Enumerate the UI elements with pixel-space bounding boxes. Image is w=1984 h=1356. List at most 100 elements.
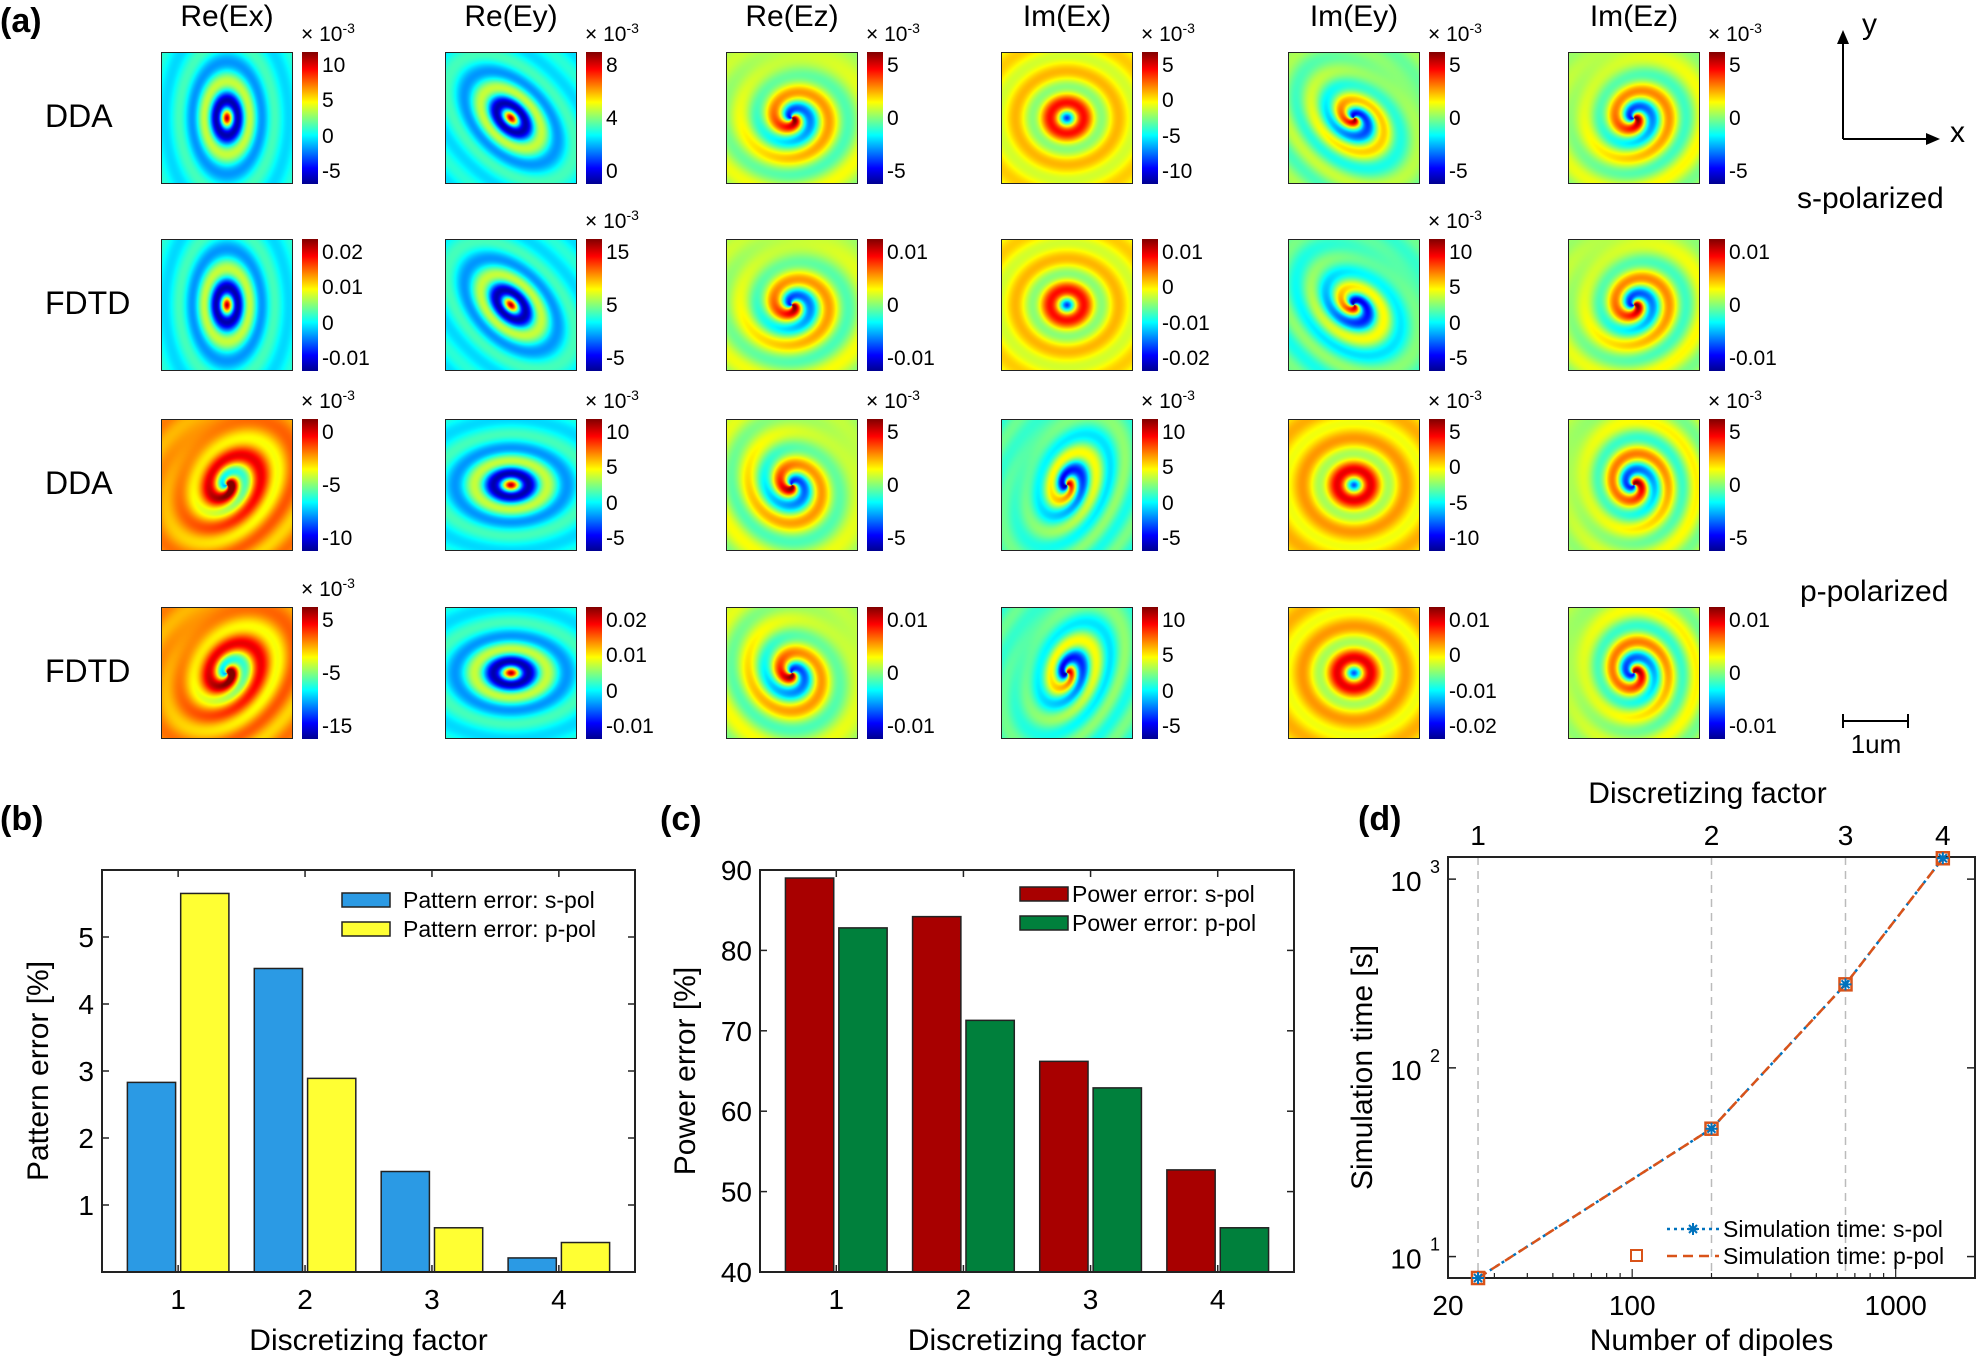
colorbar-tick-label: 5 (1729, 54, 1741, 78)
colorbar-multiplier: × 10-3 (866, 387, 920, 414)
colorbar-tick-label: 0.01 (1449, 609, 1490, 633)
y-tick-label: 4 (78, 989, 94, 1020)
heatmap-panel (1568, 419, 1700, 551)
colorbar-tick-label: 0.02 (606, 609, 647, 633)
colorbar-tick-label: 5 (1162, 456, 1174, 480)
heatmap-panel (161, 419, 293, 551)
y-tick-label: 3 (78, 1056, 94, 1087)
colorbar-tick-label: -5 (1729, 159, 1748, 183)
colorbar-tick-label: 0 (606, 679, 618, 703)
colorbar-tick-label: -10 (322, 526, 353, 550)
colorbar-tick-label: 0 (887, 294, 899, 317)
multiplier-base: × 10 (1428, 390, 1470, 413)
x-axis-label: Discretizing factor (908, 1324, 1146, 1356)
x-axis-label: Discretizing factor (249, 1324, 487, 1356)
colorbar-tick-label: 10 (1449, 241, 1473, 265)
x-tick-label: 2 (956, 1284, 972, 1315)
colorbar-multiplier: × 10-3 (301, 387, 355, 414)
heatmap-panel (1001, 52, 1133, 184)
colorbar-tick-label: 0 (1729, 662, 1741, 685)
colorbar-tick-label: -0.01 (887, 714, 935, 738)
x2-tick-label: 3 (1838, 820, 1854, 851)
y-tick-label: 90 (721, 855, 752, 886)
legend-label: Simulation time: p-pol (1723, 1243, 1944, 1269)
colorbar-tick-label: -0.01 (322, 346, 370, 370)
heatmap-panel (161, 607, 293, 739)
p-polarized-label: p-polarized (1800, 575, 1949, 608)
legend-swatch (1019, 915, 1069, 931)
bar-p-pol (838, 927, 888, 1273)
legend-label: Power error: s-pol (1072, 881, 1255, 907)
field-map (1569, 240, 1699, 370)
x-axis-letter: x (1950, 116, 1965, 149)
colorbar-tick-label: -5 (1162, 526, 1181, 550)
heatmap-panel (445, 239, 577, 371)
colorbar-tick-label: -0.02 (1449, 714, 1497, 738)
colorbar-tick-label: -5 (322, 474, 341, 497)
colorbar-tick-label: 0.01 (322, 276, 363, 300)
x2-tick-label: 4 (1935, 820, 1951, 851)
colorbar-tick-label: 10 (1162, 421, 1186, 445)
colorbar (1429, 607, 1445, 739)
y-tick-label-base: 10 (1390, 1055, 1421, 1086)
field-map (446, 53, 576, 183)
colorbar-tick-label: 0 (606, 159, 618, 183)
field-map (1289, 240, 1419, 370)
heatmap-panel (1001, 239, 1133, 371)
field-map (1289, 420, 1419, 550)
y-axis-letter: y (1862, 8, 1877, 41)
y-tick-label: 40 (721, 1257, 752, 1288)
colorbar-multiplier: × 10-3 (585, 20, 639, 47)
asterisk-marker-icon (1936, 852, 1949, 865)
x-tick-label: 1 (170, 1284, 186, 1315)
colorbar-tick-label: 0 (1162, 491, 1174, 515)
y-tick-label: 60 (721, 1096, 752, 1127)
row-label: FDTD (45, 285, 131, 321)
colorbar-tick-label: -0.01 (1729, 714, 1777, 738)
y-tick-label-exponent: 1 (1430, 1235, 1440, 1255)
heatmap-panel (726, 52, 858, 184)
multiplier-base: × 10 (301, 23, 343, 46)
field-map (1002, 608, 1132, 738)
colorbar-tick-label: 5 (1449, 276, 1461, 300)
heatmap-panel (726, 239, 858, 371)
colorbar-tick-label: 0.01 (1729, 241, 1770, 265)
heatmap-panel (1568, 239, 1700, 371)
colorbar-tick-label: -10 (1449, 526, 1480, 550)
colorbar-tick-label: -5 (887, 526, 906, 550)
multiplier-exponent: -3 (342, 387, 355, 403)
colorbar (1709, 419, 1725, 551)
heatmap-panel (1288, 52, 1420, 184)
colorbar-tick-label: 8 (606, 54, 618, 78)
colorbar (1142, 52, 1158, 184)
legend-label: Pattern error: s-pol (403, 887, 595, 913)
multiplier-exponent: -3 (1469, 387, 1482, 403)
heatmap-panel (1288, 419, 1420, 551)
colorbar-tick-label: 0 (322, 124, 334, 148)
y-tick-label-exponent: 2 (1430, 1046, 1440, 1066)
colorbar-multiplier: × 10-3 (866, 20, 920, 47)
colorbar (586, 239, 602, 371)
bar-s-pol (911, 915, 962, 1273)
colorbar-multiplier: × 10-3 (585, 207, 639, 234)
multiplier-base: × 10 (301, 578, 343, 601)
colorbar-multiplier: × 10-3 (1428, 207, 1482, 234)
field-map (446, 420, 576, 550)
y-tick-label-exponent: 3 (1430, 857, 1440, 877)
row-label: DDA (45, 98, 113, 134)
colorbar-tick-label: -5 (322, 662, 341, 685)
colorbar-tick-label: 0 (606, 491, 618, 515)
colorbar-tick-label: 10 (1162, 609, 1186, 633)
multiplier-exponent: -3 (1469, 207, 1482, 223)
colorbar-tick-label: 0.01 (887, 609, 928, 633)
colorbar-tick-label: -5 (1162, 714, 1181, 738)
y-tick-label: 50 (721, 1177, 752, 1208)
y-tick-label-base: 10 (1390, 1244, 1421, 1275)
bar-p-pol (1092, 1087, 1143, 1273)
legend-swatch (341, 892, 391, 908)
colorbar-tick-label: 10 (322, 54, 346, 78)
colorbar-tick-label: -5 (322, 159, 341, 183)
x-tick-label: 100 (1609, 1290, 1656, 1321)
colorbar-tick-label: 5 (1449, 421, 1461, 445)
y-axis-label: Pattern error [%] (22, 961, 55, 1181)
